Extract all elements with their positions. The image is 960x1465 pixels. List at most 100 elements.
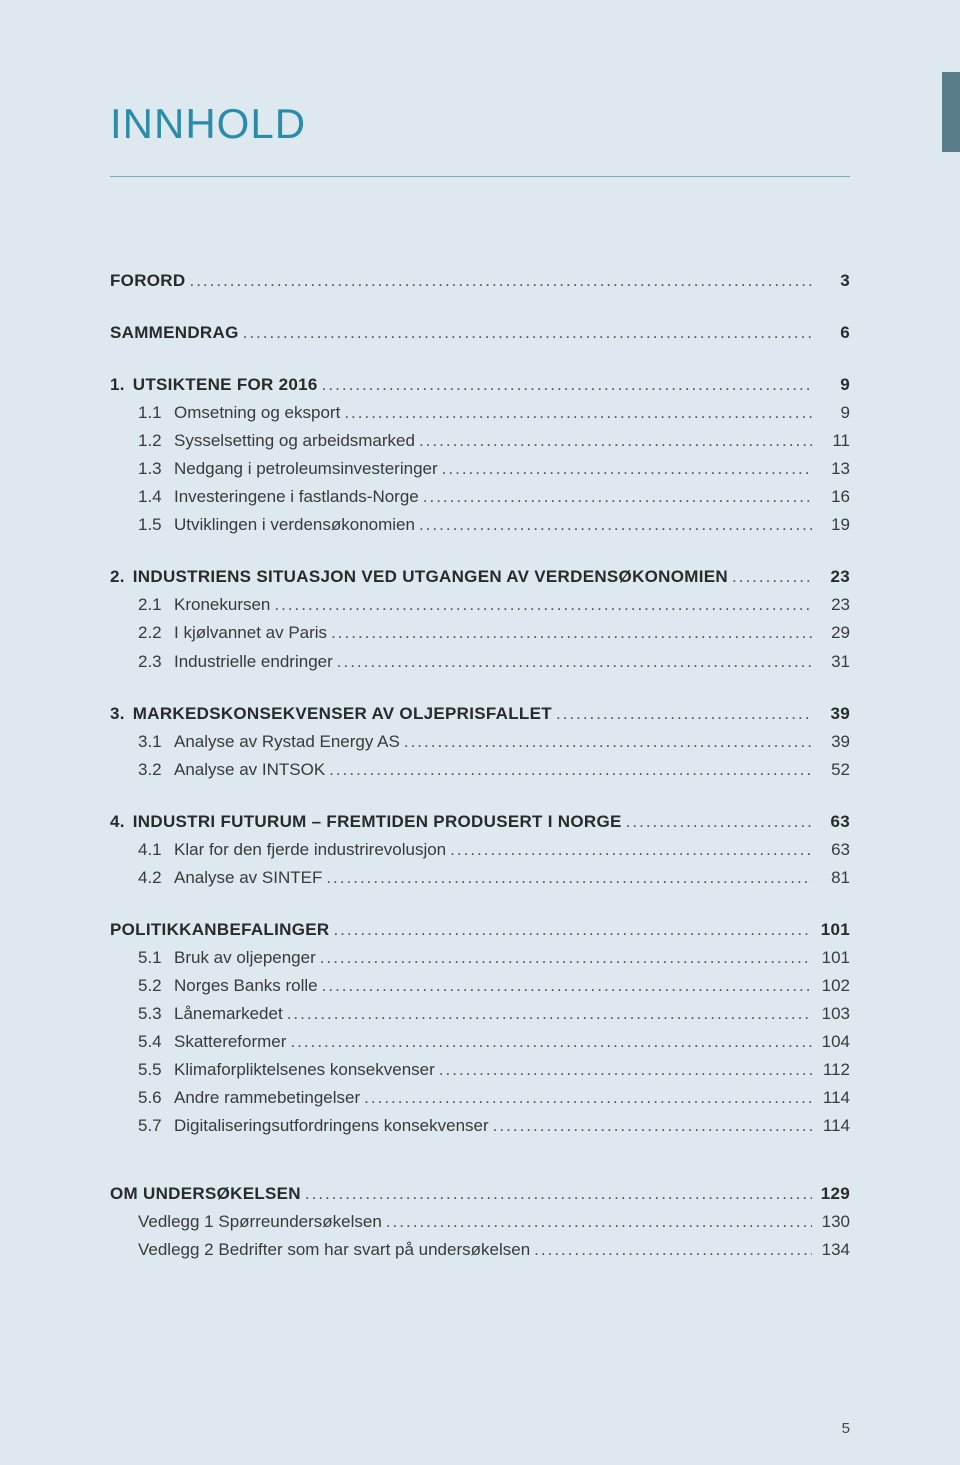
toc-entry-label: Digitaliseringsutfordringens konsekvense…	[174, 1112, 489, 1140]
toc-entry-page: 3	[816, 267, 850, 295]
toc-leader-dots: ........................................…	[364, 1084, 812, 1112]
toc-entry-number: 1.	[110, 371, 125, 399]
toc-entry-number: 5.2	[138, 972, 166, 1000]
toc-subentry: 3.2Analyse av INTSOK....................…	[110, 756, 850, 784]
toc-group: 2. INDUSTRIENS SITUASJON VED UTGANGEN AV …	[110, 563, 850, 675]
toc-appendix-entry: Vedlegg 1 Spørreundersøkelsen...........…	[110, 1208, 850, 1236]
toc-entry-number: 4.2	[138, 864, 166, 892]
toc-leader-dots: ........................................…	[419, 511, 812, 539]
toc-subentry: 3.1Analyse av Rystad Energy AS..........…	[110, 728, 850, 756]
toc-appendix-entry: Vedlegg 2 Bedrifter som har svart på und…	[110, 1236, 850, 1264]
toc-subentry: 1.3Nedgang i petroleumsinvesteringer....…	[110, 455, 850, 483]
toc-entry-number: 1.1	[138, 399, 166, 427]
toc-entry-label: Nedgang i petroleumsinvesteringer	[174, 455, 438, 483]
page: INNHOLD FORORD..........................…	[0, 0, 960, 1465]
toc-entry-page: 130	[816, 1208, 850, 1236]
toc-group: 1.UTSIKTENE FOR 2016....................…	[110, 371, 850, 539]
toc-heading: 3.MARKEDSKONSEKVENSER AV OLJEPRISFALLET.…	[110, 700, 850, 728]
toc-subentry: 1.2Sysselsetting og arbeidsmarked.......…	[110, 427, 850, 455]
toc-group: OM UNDERSØKELSEN........................…	[110, 1180, 850, 1264]
toc-entry-page: 101	[816, 944, 850, 972]
toc-entry-label: Andre rammebetingelser	[174, 1084, 360, 1112]
toc-leader-dots: ........................................…	[404, 728, 812, 756]
toc-entry-number: 2.1	[138, 591, 166, 619]
toc-heading: 4.INDUSTRI FUTURUM – FREMTIDEN PRODUSERT…	[110, 808, 850, 836]
toc-entry-number: 3.	[110, 700, 125, 728]
toc-heading: 1.UTSIKTENE FOR 2016....................…	[110, 371, 850, 399]
toc-entry-label: Vedlegg 2 Bedrifter som har svart på und…	[138, 1236, 530, 1264]
page-title: INNHOLD	[110, 100, 850, 148]
toc-entry-number: 3.1	[138, 728, 166, 756]
toc-entry-label: OM UNDERSØKELSEN	[110, 1180, 301, 1208]
toc-subentry: 1.1Omsetning og eksport.................…	[110, 399, 850, 427]
toc-entry-page: 39	[816, 700, 850, 728]
toc-leader-dots: ........................................…	[333, 916, 812, 944]
toc-heading: 2. INDUSTRIENS SITUASJON VED UTGANGEN AV …	[110, 563, 850, 591]
toc-entry-page: 63	[816, 836, 850, 864]
toc-entry-page: 114	[816, 1112, 850, 1140]
toc-entry-number: 5.5	[138, 1056, 166, 1084]
toc-subentry: 5.3 Lånemarkedet.........................…	[110, 1000, 850, 1028]
toc-heading: SAMMENDRAG..............................…	[110, 319, 850, 347]
toc-group: POLITIKKANBEFALINGER....................…	[110, 916, 850, 1140]
toc-entry-label: Analyse av SINTEF	[174, 864, 322, 892]
toc-entry-page: 134	[816, 1236, 850, 1264]
toc-heading: POLITIKKANBEFALINGER....................…	[110, 916, 850, 944]
toc-leader-dots: ........................................…	[290, 1028, 812, 1056]
toc-group: SAMMENDRAG..............................…	[110, 319, 850, 347]
toc-entry-page: 112	[816, 1056, 850, 1084]
toc-leader-dots: ........................................…	[243, 319, 812, 347]
toc-entry-page: 114	[816, 1084, 850, 1112]
toc-entry-number: 2.	[110, 563, 125, 591]
toc-entry-page: 23	[816, 591, 850, 619]
toc-entry-label: Investeringene i fastlands-Norge	[174, 483, 419, 511]
toc-subentry: 5.4 Skattereformer.......................…	[110, 1028, 850, 1056]
toc-entry-label: Skattereformer	[174, 1028, 286, 1056]
toc-entry-page: 103	[816, 1000, 850, 1028]
toc-entry-number: 1.2	[138, 427, 166, 455]
toc-entry-page: 9	[816, 399, 850, 427]
toc-heading: FORORD..................................…	[110, 267, 850, 295]
toc-group: FORORD..................................…	[110, 267, 850, 295]
table-of-contents: FORORD..................................…	[110, 267, 850, 1264]
toc-entry-number: 4.1	[138, 836, 166, 864]
toc-subentry: 5.6Andre rammebetingelser...............…	[110, 1084, 850, 1112]
toc-entry-page: 9	[816, 371, 850, 399]
toc-entry-page: 63	[816, 808, 850, 836]
toc-entry-number: 1.5	[138, 511, 166, 539]
toc-entry-page: 129	[816, 1180, 850, 1208]
toc-leader-dots: ........................................…	[534, 1236, 812, 1264]
toc-entry-page: 11	[816, 427, 850, 455]
toc-entry-page: 101	[816, 916, 850, 944]
toc-entry-number: 5.4	[138, 1028, 166, 1056]
toc-leader-dots: ........................................…	[442, 455, 812, 483]
toc-leader-dots: ........................................…	[274, 591, 812, 619]
toc-leader-dots: ........................................…	[626, 808, 812, 836]
toc-leader-dots: ........................................…	[732, 563, 812, 591]
toc-leader-dots: ........................................…	[189, 267, 812, 295]
toc-entry-number: 5.7	[138, 1112, 166, 1140]
toc-entry-label: SAMMENDRAG	[110, 319, 239, 347]
toc-leader-dots: ........................................…	[326, 864, 812, 892]
toc-leader-dots: ........................................…	[287, 1000, 812, 1028]
toc-entry-label: I kjølvannet av Paris	[174, 619, 327, 647]
toc-leader-dots: ........................................…	[322, 972, 812, 1000]
toc-entry-number: 2.2	[138, 619, 166, 647]
toc-group: 4.INDUSTRI FUTURUM – FREMTIDEN PRODUSERT…	[110, 808, 850, 892]
toc-leader-dots: ........................................…	[322, 371, 812, 399]
toc-entry-label: INDUSTRIENS SITUASJON VED UTGANGEN AV VE…	[133, 563, 728, 591]
toc-entry-label: Lånemarkedet	[174, 1000, 283, 1028]
toc-group: 3.MARKEDSKONSEKVENSER AV OLJEPRISFALLET.…	[110, 700, 850, 784]
toc-entry-label: Vedlegg 1 Spørreundersøkelsen	[138, 1208, 382, 1236]
toc-entry-label: Sysselsetting og arbeidsmarked	[174, 427, 415, 455]
toc-leader-dots: ........................................…	[329, 756, 812, 784]
toc-entry-label: Utviklingen i verdensøkonomien	[174, 511, 415, 539]
toc-entry-number: 5.3	[138, 1000, 166, 1028]
toc-leader-dots: ........................................…	[337, 648, 812, 676]
toc-entry-page: 6	[816, 319, 850, 347]
toc-leader-dots: ........................................…	[556, 700, 812, 728]
toc-leader-dots: ........................................…	[493, 1112, 812, 1140]
toc-subentry: 1.5 Utviklingen i verdensøkonomien.......…	[110, 511, 850, 539]
toc-leader-dots: ........................................…	[331, 619, 812, 647]
toc-leader-dots: ........................................…	[386, 1208, 812, 1236]
